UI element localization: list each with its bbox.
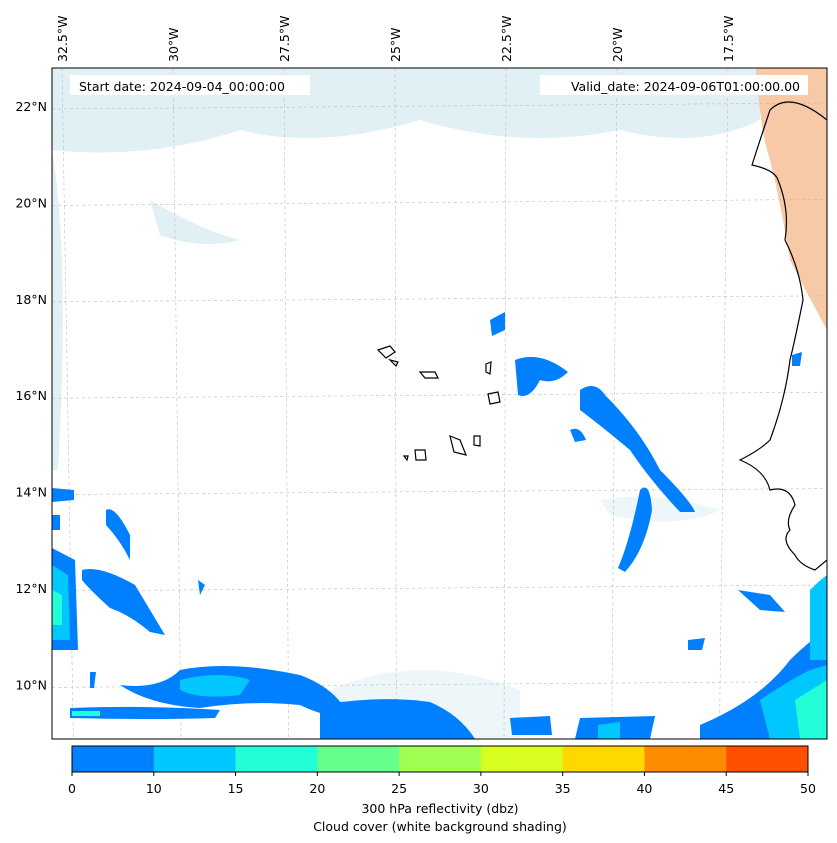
latitude-tick-labels: 22°N 20°N 18°N 16°N 14°N 12°N 10°N — [15, 99, 47, 692]
colorbar-tick-label: 35 — [555, 781, 571, 796]
colorbar-segment — [72, 746, 155, 772]
start-date-label: Start date: 2024-09-04_00:00:00 — [79, 79, 285, 94]
lat-tick-label: 16°N — [15, 388, 47, 403]
lat-tick-label: 20°N — [15, 195, 47, 210]
lat-tick-label: 10°N — [15, 677, 47, 692]
lon-tick-label: 32.5°W — [55, 16, 70, 62]
lat-tick-label: 14°N — [15, 485, 47, 500]
lon-tick-label: 30°W — [166, 27, 181, 62]
colorbar-segment — [480, 746, 564, 772]
lon-gridline — [394, 68, 397, 739]
reflectivity-cells — [52, 312, 827, 739]
lon-tick-label: 20°W — [610, 27, 625, 62]
colorbar-segment — [153, 746, 237, 772]
lat-tick-label: 12°N — [15, 581, 47, 596]
lon-tick-label: 22.5°W — [499, 16, 514, 62]
lat-tick-label: 22°N — [15, 99, 47, 114]
map-frame — [51, 67, 828, 740]
colorbar-segment — [399, 746, 482, 772]
colorbar-tick-label: 20 — [309, 781, 325, 796]
colorbar-tick-label: 10 — [146, 781, 162, 796]
coastlines — [376, 101, 827, 571]
map-area — [52, 68, 827, 739]
lon-gridline — [172, 68, 182, 739]
colorbar-frame — [71, 745, 809, 773]
colorbar-segment — [726, 746, 809, 772]
lon-tick-label: 17.5°W — [721, 16, 736, 62]
colorbar-tick-label: 40 — [636, 781, 652, 796]
colorbar-tick-label: 30 — [473, 781, 489, 796]
colorbar-tick-label: 45 — [718, 781, 734, 796]
lon-tick-label: 25°W — [388, 27, 403, 62]
colorbar-label-2: Cloud cover (white background shading) — [313, 819, 567, 834]
colorbar-segment — [562, 746, 645, 772]
colorbar-segment — [317, 746, 400, 772]
colorbar-tick-label: 50 — [800, 781, 816, 796]
colorbar-tick-label: 25 — [391, 781, 407, 796]
lat-tick-label: 18°N — [15, 292, 47, 307]
lon-tick-label: 27.5°W — [277, 16, 292, 62]
colorbar-tick-label: 0 — [68, 781, 76, 796]
longitude-tick-labels: 32.5°W 30°W 27.5°W 25°W 22.5°W 20°W 17.5°W — [55, 16, 736, 62]
lon-gridline — [719, 68, 729, 739]
land-shading — [756, 68, 827, 330]
lon-gridline — [283, 68, 289, 739]
colorbar: 0 10 15 20 25 30 35 40 45 50 — [68, 745, 816, 796]
colorbar-label-1: 300 hPa reflectivity (dbz) — [361, 801, 518, 816]
lon-gridline — [503, 68, 507, 739]
colorbar-segment — [644, 746, 727, 772]
lon-gridline — [611, 68, 618, 739]
colorbar-segment — [235, 746, 318, 772]
colorbar-tick-label: 15 — [228, 781, 244, 796]
valid-date-label: Valid_date: 2024-09-06T01:00:00.00 — [571, 79, 800, 94]
